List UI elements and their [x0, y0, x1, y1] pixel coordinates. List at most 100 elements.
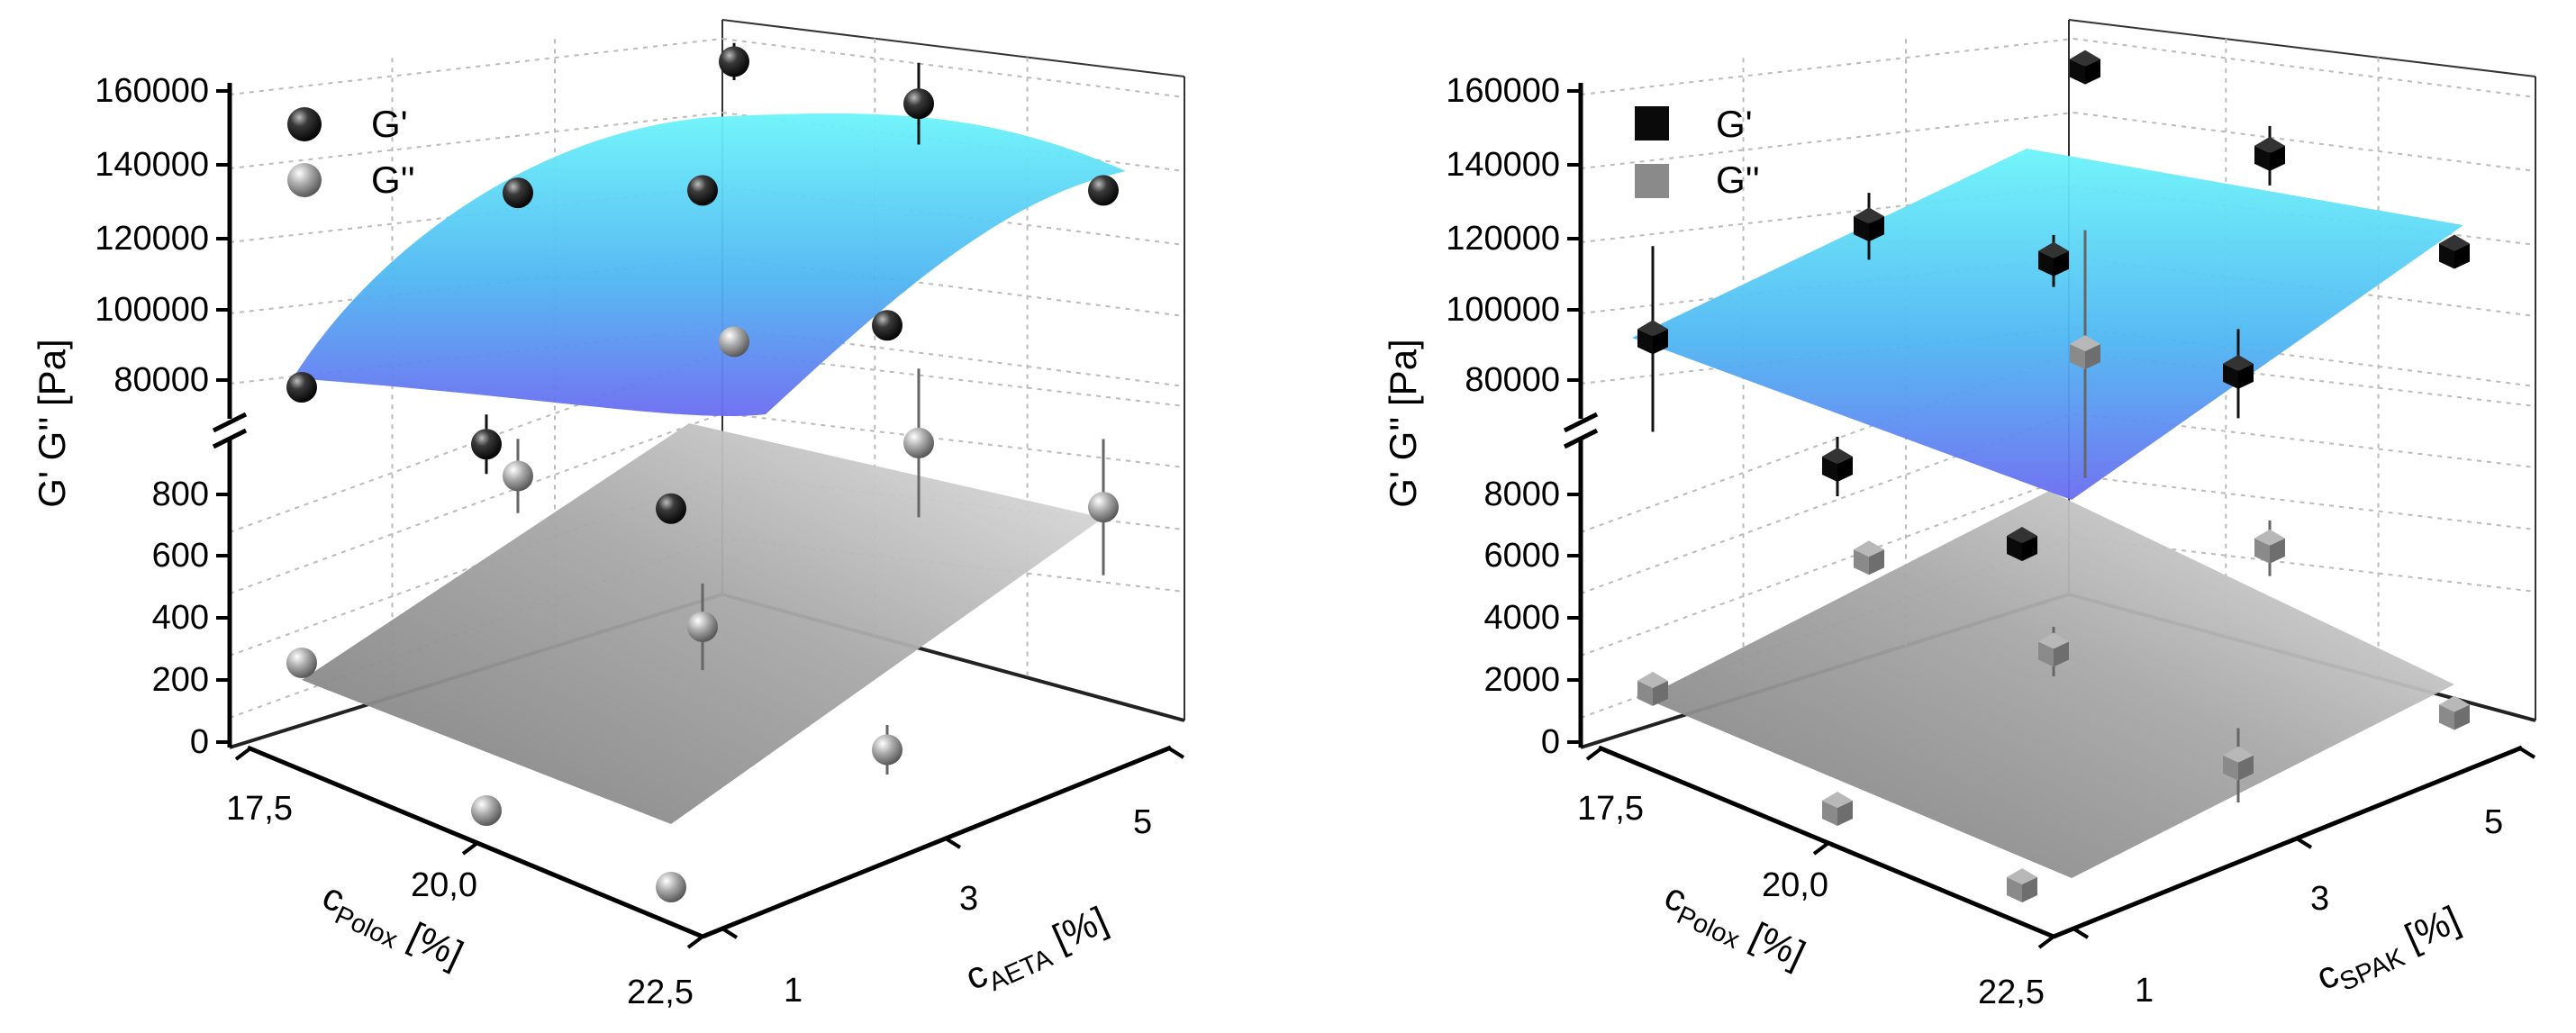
tick-labels-y-left: 1 3 5 [784, 803, 1152, 1010]
point-gdoubleprime-6 [2007, 868, 2037, 902]
z-tick-lower-4: 800 [152, 476, 209, 513]
legend-label-gdoubleprime: G'' [1716, 159, 1760, 201]
y-tick-2: 5 [2484, 803, 2503, 841]
cube-right [2454, 243, 2470, 269]
cube-top [1854, 207, 1884, 224]
point-gdoubleprime-7 [2223, 746, 2254, 781]
y-axis-label-left: cAETA [%] [959, 898, 1117, 1004]
y-axis-right [2053, 745, 2523, 939]
point-gdoubleprime-2 [2070, 335, 2100, 370]
point-gdoubleprime-2 [719, 326, 749, 358]
cube-top [1822, 448, 1853, 464]
legend-right: G' G'' [1635, 103, 1760, 201]
x-tick-mark [1812, 841, 1830, 856]
grid-line [2073, 412, 2536, 468]
z-tick-upper-2: 120000 [1446, 220, 1560, 258]
cube-right [2238, 755, 2254, 781]
cube-top [1637, 320, 1668, 337]
grid-line [721, 327, 1185, 387]
grid-line [2073, 112, 2536, 172]
x-tick-mark [461, 841, 479, 856]
gray-surface-right [1644, 491, 2454, 878]
point-gprime-8 [1088, 175, 1119, 206]
grid-line [229, 112, 723, 169]
cube-right [2238, 363, 2254, 389]
tick-labels-x-left: 17,5 20,0 22,5 [226, 790, 694, 1011]
x-tick-0: 17,5 [1577, 790, 1644, 828]
cube-left [2070, 344, 2085, 370]
legend-marker-gprime [1635, 106, 1669, 140]
cube-right [2270, 538, 2285, 564]
cube-top [2007, 527, 2037, 543]
cube-right [2054, 641, 2069, 667]
point-gprime-5 [2254, 136, 2285, 171]
y-tick-0: 1 [784, 972, 803, 1010]
grid-line [229, 412, 723, 594]
point-gprime-3 [471, 429, 502, 460]
z-tick-upper-1: 100000 [95, 291, 209, 329]
y-tick-mark [944, 837, 962, 849]
point-gdoubleprime-7 [872, 734, 903, 766]
grid-line [721, 351, 1185, 407]
point-gprime-7 [872, 310, 903, 341]
grid-line [721, 412, 1185, 468]
cube-left [2439, 243, 2454, 269]
x-tick-1: 20,0 [1762, 866, 1828, 904]
x-tick-mark [234, 747, 252, 761]
point-gprime-8 [2439, 234, 2470, 269]
cube-left [1854, 549, 1869, 575]
cube-right [2270, 145, 2285, 171]
axis-ticks-right [1567, 89, 2536, 949]
point-gprime-6 [656, 493, 686, 524]
cube-left [1822, 457, 1837, 482]
point-gprime-6 [2007, 527, 2037, 561]
cube-left [1822, 801, 1837, 826]
z-tick-upper-3: 140000 [95, 146, 209, 184]
cube-top [1822, 792, 1853, 808]
x-tick-2: 22,5 [627, 974, 694, 1011]
x-tick-mark [2037, 935, 2055, 949]
cube-left [2254, 145, 2270, 171]
z-tick-upper-0: 80000 [113, 361, 209, 399]
grid-line [1580, 186, 2074, 243]
cube-left [2439, 704, 2454, 730]
point-gprime-7 [2223, 354, 2254, 389]
z-tick-upper-3: 140000 [1446, 146, 1560, 184]
legend-label-gdoubleprime: G'' [371, 159, 415, 201]
point-gdoubleprime-0 [286, 647, 317, 678]
y-tick-mark [721, 927, 739, 939]
point-gdoubleprime-5 [2254, 529, 2285, 564]
z-tick-lower-3: 6000 [1483, 537, 1560, 575]
cube-top [2439, 234, 2470, 251]
panel-left: 80000 100000 120000 140000 160000 0 200 … [31, 19, 1185, 1011]
grid-line [1580, 112, 2074, 169]
point-gdoubleprime-5 [903, 427, 934, 458]
cube-right [2085, 59, 2100, 85]
grid-line [2073, 38, 2536, 98]
axis-ticks-left [216, 89, 1185, 949]
cube-right [1653, 680, 1668, 706]
x-tick-1: 20,0 [411, 866, 477, 904]
point-gdoubleprime-1 [503, 460, 533, 492]
cube-top [2007, 868, 2037, 884]
panel-right: 80000 100000 120000 140000 160000 0 2000… [1382, 19, 2536, 1011]
z-tick-upper-0: 80000 [1465, 361, 1560, 399]
point-gprime-2 [719, 46, 749, 77]
y-tick-2: 5 [1133, 803, 1152, 841]
grid-line [2073, 475, 2536, 530]
cube-left [2223, 363, 2238, 389]
x-axis-right [1598, 745, 2054, 939]
grid-line [1580, 475, 2074, 657]
cube-right [1837, 457, 1853, 482]
y-tick-mark [2295, 837, 2313, 849]
point-gdoubleprime-8 [1088, 492, 1119, 523]
point-gprime-2 [2070, 50, 2100, 85]
x-tick-0: 17,5 [226, 790, 293, 828]
legend-marker-gdoubleprime [287, 163, 322, 197]
y-tick-1: 3 [2310, 880, 2329, 918]
z-tick-lower-3: 600 [152, 537, 209, 575]
cube-left [1637, 680, 1653, 706]
z-axis-label-left: G' G'' [Pa] [31, 339, 73, 507]
data-marks-left [286, 42, 1119, 902]
x-tick-mark [1585, 747, 1603, 761]
